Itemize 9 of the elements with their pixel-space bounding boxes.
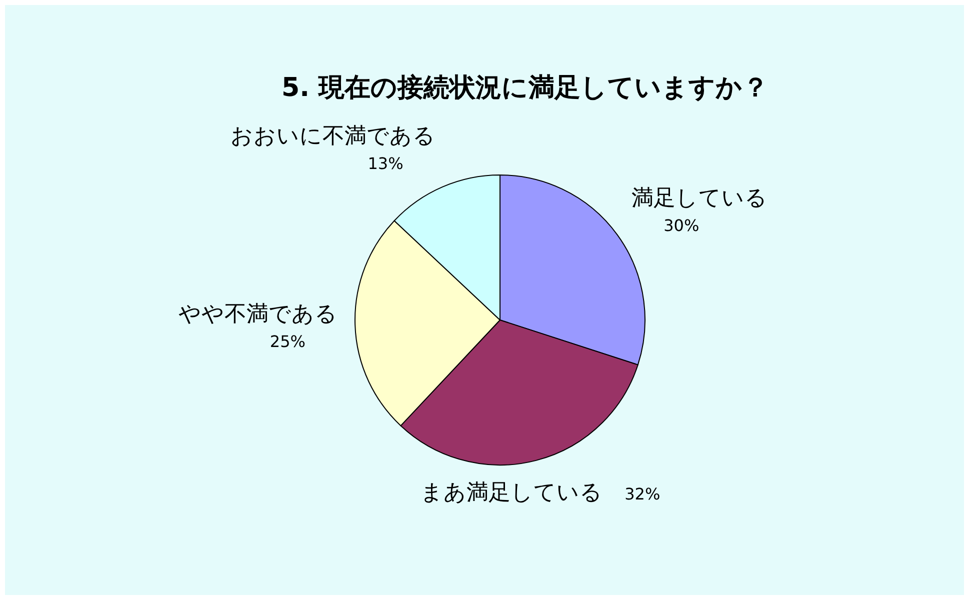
- data-label: 25%: [270, 332, 306, 351]
- data-label: 32%: [624, 484, 660, 504]
- slice-label: おおいに不満である: [230, 124, 436, 150]
- data-label: 13%: [368, 154, 404, 174]
- slice-label: 満足している: [631, 186, 768, 211]
- slice-label: やや不満である: [178, 302, 338, 327]
- slice-label: まあ満足している: [420, 480, 603, 506]
- chart-title: 5. 現在の接続状況に満足していますか？: [281, 73, 769, 103]
- data-label: 30%: [664, 216, 700, 235]
